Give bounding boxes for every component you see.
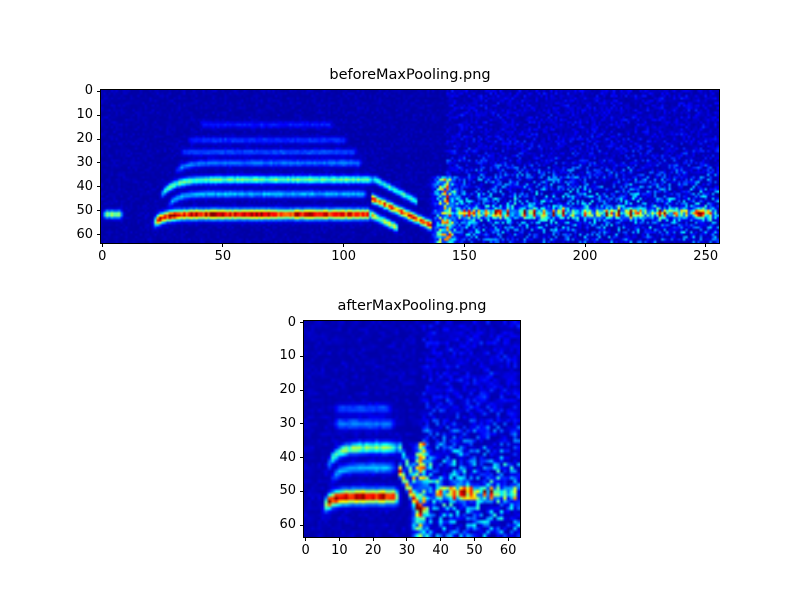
y-tick-label: 20 [76,131,93,146]
x-tick-label: 200 [572,249,598,264]
x-tick-label: 0 [301,543,310,558]
y-tick-label: 30 [76,154,93,170]
x-tick-mark [507,537,509,541]
x-tick-label: 0 [98,249,107,264]
x-tick-label: 30 [398,543,416,558]
plot-title-before-maxpooling: beforeMaxPooling.png [329,67,491,83]
x-tick-mark [101,243,103,247]
y-tick-mark [300,423,304,425]
x-tick-label: 20 [364,543,382,558]
axes-before-maxpooling: 0 10 20 30 40 50 60 0 50 100 150 200 250 [76,83,720,264]
y-tick-mark [97,90,101,92]
x-tick-label: 250 [693,249,719,264]
x-tick-mark [473,537,475,541]
y-tick-mark [97,162,101,164]
y-tick-mark [97,138,101,140]
y-tick-mark [300,490,304,492]
x-tick-label: 50 [466,543,483,558]
y-tick-mark [300,457,304,459]
y-tick-label: 50 [279,483,296,499]
y-tick-label: 20 [279,382,296,398]
x-tick-label: 60 [499,543,517,558]
x-tick-mark [584,243,586,247]
x-tick-label: 100 [331,249,357,264]
spectrogram-image-before [101,90,719,243]
plot-title-after-maxpooling: afterMaxPooling.png [337,298,487,314]
y-tick-label: 10 [76,107,93,123]
x-tick-mark [705,243,707,247]
x-tick-mark [406,537,408,541]
y-tick-label: 10 [279,348,296,364]
x-tick-label: 10 [331,543,348,558]
x-tick-mark [222,243,224,247]
y-tick-mark [300,322,304,324]
x-tick-label: 40 [432,543,449,558]
y-tick-mark [97,234,101,236]
x-tick-label: 50 [214,249,232,264]
y-tick-mark [300,355,304,357]
y-tick-mark [97,210,101,212]
x-tick-mark [463,243,465,247]
y-tick-label: 50 [76,202,93,218]
y-tick-mark [300,524,304,526]
y-tick-label: 30 [279,415,296,431]
x-tick-mark [372,537,374,541]
x-tick-mark [338,537,340,541]
y-tick-label: 0 [84,83,93,99]
spectrogram-image-after [304,321,520,537]
y-tick-mark [300,389,304,391]
y-tick-mark [97,114,101,116]
y-tick-label: 60 [279,517,296,533]
y-tick-label: 40 [76,178,93,194]
y-tick-label: 0 [287,314,296,330]
axes-after-maxpooling: 0 10 20 30 40 50 60 0 10 20 30 40 50 60 [279,315,521,558]
y-tick-label: 40 [279,449,296,465]
x-tick-mark [305,537,307,541]
x-tick-mark [440,537,442,541]
y-tick-label: 60 [76,226,93,242]
x-tick-label: 150 [451,249,477,264]
x-tick-mark [343,243,345,247]
y-tick-mark [97,186,101,188]
